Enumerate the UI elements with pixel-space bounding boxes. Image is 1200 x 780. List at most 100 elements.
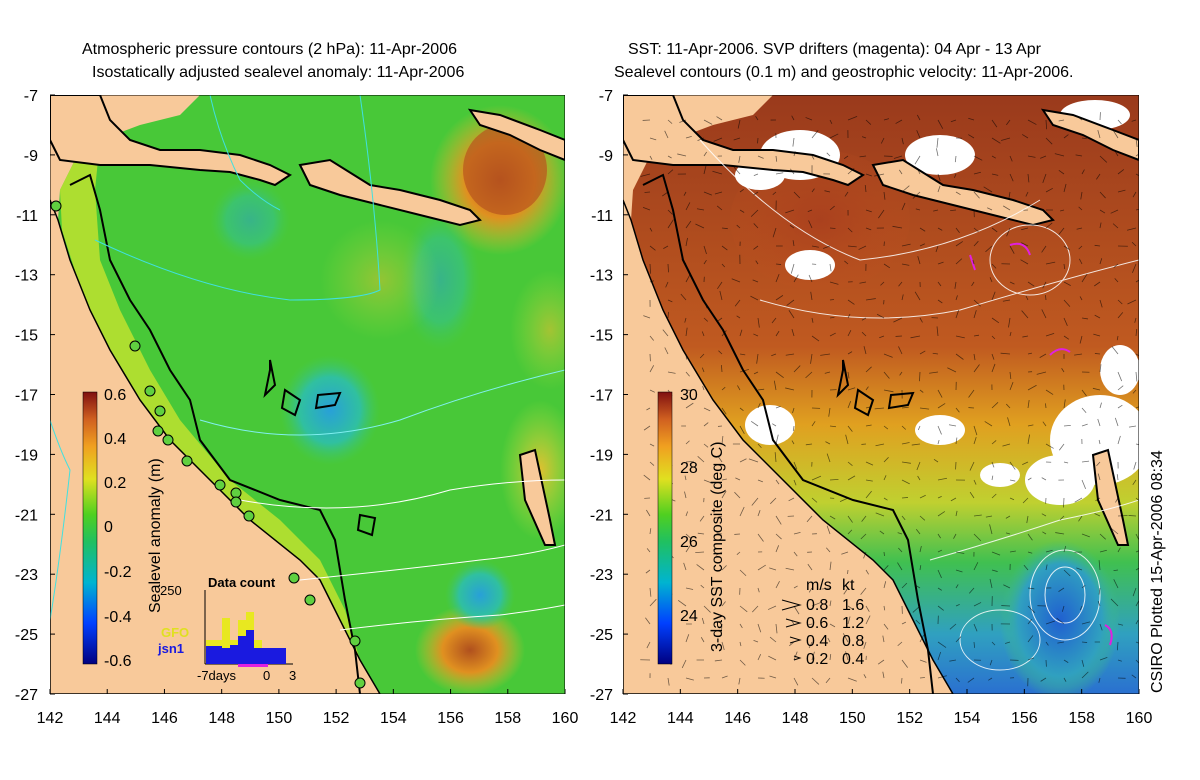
velocity-vector [775, 405, 781, 409]
velocity-vector [917, 425, 921, 431]
png-coast [50, 95, 292, 187]
velocity-vector [839, 497, 849, 503]
velocity-vector [878, 209, 885, 219]
velocity-vector [793, 274, 799, 283]
velocity-vector [685, 511, 689, 517]
velocity-vector [937, 533, 941, 539]
velocity-vector [1095, 497, 1101, 502]
velocity-vector [811, 188, 815, 193]
velocity-vector [1063, 299, 1071, 307]
velocity-vector [1117, 312, 1124, 319]
velocity-vector [859, 281, 867, 284]
credit-text: CSIRO Plotted 15-Apr-2006 08:34 [1149, 450, 1166, 693]
velocity-vector [685, 327, 688, 337]
cb-tick: 0.6 [104, 387, 126, 404]
velocity-vector [865, 366, 872, 373]
x-tick-label: 144 [94, 710, 121, 727]
velocity-vector [919, 494, 926, 499]
velocity-vector [1021, 310, 1029, 319]
velocity-vector [898, 346, 903, 355]
velocity-vector [1027, 119, 1037, 125]
velocity-vector [793, 677, 799, 686]
velocity-vector [847, 605, 854, 610]
velocity-vector [649, 155, 653, 160]
velocity-vector [955, 295, 958, 301]
velocity-vector [936, 326, 939, 337]
velocity-vector [703, 245, 707, 255]
velocity-vector [753, 223, 759, 229]
velocity-vector [901, 263, 910, 266]
velocity-vector [1036, 371, 1047, 375]
velocity-vector [1063, 659, 1069, 663]
velocity-vector [699, 515, 705, 522]
velocity-vector [901, 202, 906, 211]
velocity-vector [775, 371, 784, 379]
velocity-vector [937, 605, 944, 611]
cb-tick: -0.4 [104, 609, 132, 626]
velocity-vector [680, 293, 687, 301]
velocity-vector [1074, 353, 1083, 356]
y-tick-label: -15 [15, 328, 38, 345]
velocity-vector [1002, 205, 1011, 211]
velocity-vector [879, 335, 885, 339]
velocity-vector [757, 317, 760, 328]
velocity-vector [1081, 479, 1087, 490]
x-tick-label: 154 [954, 710, 981, 727]
velocity-vector [1116, 641, 1119, 651]
velocity-vector [919, 243, 926, 247]
left-x-axis: 142 144 146 148 150 152 154 156 158 160 [37, 689, 578, 727]
velocity-vector [936, 137, 939, 148]
velocity-vector [972, 259, 975, 265]
velocity-vector [883, 263, 891, 269]
velocity-vector [1045, 641, 1049, 646]
velocity-vector [1097, 473, 1101, 481]
velocity-vector [739, 623, 743, 629]
velocity-vector [1045, 389, 1054, 395]
velocity-vector [1081, 317, 1089, 320]
velocity-vector [1117, 659, 1122, 662]
velocity-vector [973, 299, 981, 307]
velocity-vector [829, 654, 832, 661]
velocity-vector [684, 475, 687, 481]
solomon-islands [467, 108, 565, 162]
velocity-vector [895, 119, 903, 124]
velocity-vector [973, 240, 979, 247]
velocity-vector [1131, 674, 1137, 679]
data-count-inset: Data count 250 GFO jsn1 -7days 0 3 [157, 575, 296, 683]
y-tick-label: -17 [15, 388, 38, 405]
velocity-vector [861, 317, 867, 321]
reef [263, 359, 277, 399]
velocity-vector [1027, 551, 1033, 554]
velocity-vector [789, 641, 795, 647]
reef [853, 388, 875, 417]
velocity-vector [755, 260, 759, 265]
velocity-vector [789, 224, 795, 229]
velocity-vector [955, 407, 960, 413]
velocity-vector [1135, 620, 1139, 625]
drifter-tracks [969, 242, 1113, 646]
velocity-vector [1025, 295, 1029, 301]
velocity-vector [775, 330, 780, 337]
velocity-vector [937, 641, 947, 648]
velocity-vector [937, 425, 942, 435]
velocity-vector [1115, 497, 1119, 503]
cb-tick: 0 [104, 519, 113, 536]
pressure-contour [199, 369, 565, 436]
x-tick-label: 156 [437, 710, 464, 727]
velocity-vector [769, 567, 777, 571]
velocity-vector [739, 659, 746, 666]
velocity-vector [714, 659, 723, 662]
velocity-vector [1061, 605, 1065, 612]
velocity-vector [1058, 587, 1065, 592]
velocity-vector [1027, 635, 1034, 643]
velocity-vector [751, 497, 759, 506]
velocity-vector [699, 353, 705, 359]
legend-ms: 0.2 [806, 651, 828, 668]
velocity-vector [991, 291, 996, 301]
velocity-vector [1057, 641, 1065, 644]
velocity-vector [685, 460, 694, 463]
velocity-vector [865, 461, 874, 466]
velocity-vector [793, 605, 800, 615]
velocity-legend: m/s kt 0.8 1.6 0.6 1.2 0.4 0.8 0.2 0.4 [781, 577, 864, 668]
velocity-vector [792, 240, 795, 247]
